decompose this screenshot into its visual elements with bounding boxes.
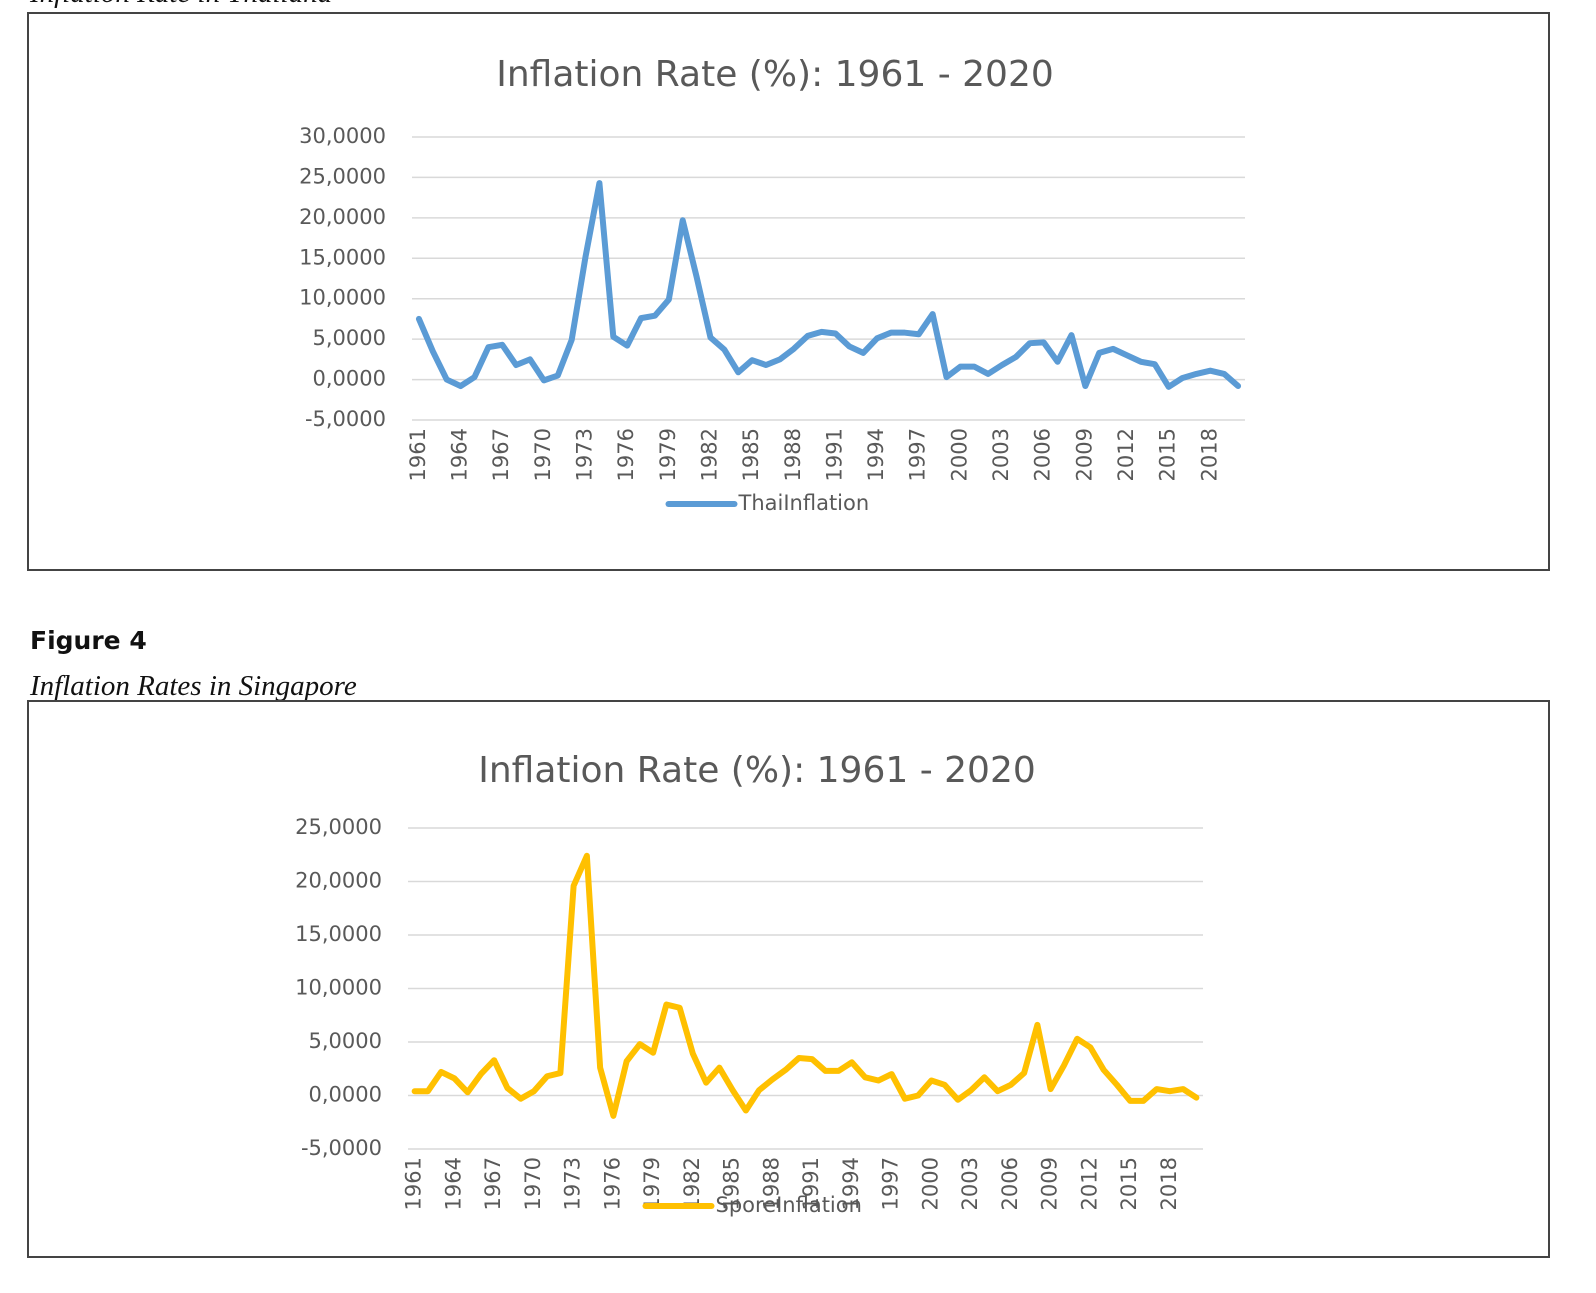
x-tick-label: 1982 — [680, 1157, 704, 1210]
x-tick-label: 2009 — [1072, 428, 1096, 481]
y-tick-label: 10,0000 — [299, 286, 386, 310]
y-tick-label: -5,0000 — [305, 407, 386, 431]
figure-caption: Inflation Rate in Thailand — [29, 0, 333, 9]
x-tick-label: 1994 — [864, 428, 888, 481]
chart-frame — [27, 12, 1550, 571]
chart-title: Inflation Rate (%): 1961 - 2020 — [496, 54, 1054, 95]
chart-frame — [27, 700, 1550, 1258]
x-tick-label: 1973 — [561, 1157, 585, 1210]
y-tick-label: 15,0000 — [299, 245, 386, 269]
x-tick-label: 1979 — [656, 428, 680, 481]
y-tick-label: 15,0000 — [295, 922, 382, 946]
x-tick-label: 1979 — [640, 1157, 664, 1210]
y-tick-label: 20,0000 — [295, 869, 382, 893]
x-tick-label: 1976 — [614, 428, 638, 481]
x-tick-label: 1988 — [781, 428, 805, 481]
data-line — [411, 852, 1200, 1119]
figure-caption: Inflation Rates in Singapore — [29, 670, 357, 702]
x-tick-label: 1994 — [839, 1157, 863, 1210]
x-tick-label: 2006 — [1031, 428, 1055, 481]
y-tick-label: 5,0000 — [313, 326, 386, 350]
x-tick-label: 2009 — [1038, 1157, 1062, 1210]
x-tick-label: 2003 — [958, 1157, 982, 1210]
x-tick-label: 2015 — [1156, 428, 1180, 481]
y-tick-label: 25,0000 — [295, 815, 382, 839]
x-tick-label: 1964 — [441, 1157, 465, 1210]
data-line — [415, 180, 1242, 390]
x-tick-label: 1976 — [600, 1157, 624, 1210]
x-tick-label: 1985 — [720, 1157, 744, 1210]
x-tick-label: 1967 — [489, 428, 513, 481]
x-tick-label: 2012 — [1077, 1157, 1101, 1210]
x-tick-label: 1973 — [573, 428, 597, 481]
x-tick-label: 2018 — [1197, 428, 1221, 481]
x-tick-label: 1961 — [402, 1157, 426, 1210]
x-tick-label: 2006 — [998, 1157, 1022, 1210]
y-tick-label: 0,0000 — [313, 367, 386, 391]
legend-label: SporeInflation — [716, 1193, 862, 1217]
x-tick-label: 1991 — [822, 428, 846, 481]
x-tick-label: 2000 — [947, 428, 971, 481]
y-tick-label: 0,0000 — [309, 1083, 382, 1107]
y-tick-label: 5,0000 — [309, 1029, 382, 1053]
x-tick-label: 1970 — [531, 428, 555, 481]
y-tick-label: 30,0000 — [299, 124, 386, 148]
chart-title: Inflation Rate (%): 1961 - 2020 — [478, 750, 1036, 791]
x-tick-label: 1970 — [521, 1157, 545, 1210]
x-tick-label: 1997 — [906, 428, 930, 481]
x-tick-label: 1961 — [406, 428, 430, 481]
y-tick-label: 25,0000 — [299, 164, 386, 188]
x-tick-label: 1964 — [448, 428, 472, 481]
x-tick-label: 1985 — [739, 428, 763, 481]
x-tick-label: 2018 — [1157, 1157, 1181, 1210]
x-tick-label: 1967 — [481, 1157, 505, 1210]
y-tick-label: 20,0000 — [299, 205, 386, 229]
y-tick-label: 10,0000 — [295, 976, 382, 1000]
legend-label: ThaiInflation — [738, 491, 870, 515]
x-tick-label: 2000 — [918, 1157, 942, 1210]
x-tick-label: 1991 — [799, 1157, 823, 1210]
x-tick-label: 2015 — [1117, 1157, 1141, 1210]
x-tick-label: 2012 — [1114, 428, 1138, 481]
figure-label: Figure 4 — [30, 626, 147, 655]
y-tick-label: -5,0000 — [301, 1136, 382, 1160]
x-tick-label: 1988 — [759, 1157, 783, 1210]
x-tick-label: 2003 — [989, 428, 1013, 481]
x-tick-label: 1982 — [697, 428, 721, 481]
x-tick-label: 1997 — [879, 1157, 903, 1210]
